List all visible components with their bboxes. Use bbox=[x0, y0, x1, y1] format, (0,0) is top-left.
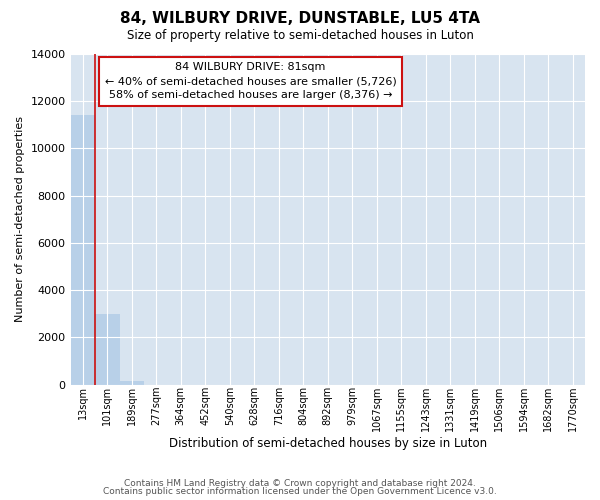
Text: Size of property relative to semi-detached houses in Luton: Size of property relative to semi-detach… bbox=[127, 29, 473, 42]
Text: 84 WILBURY DRIVE: 81sqm
← 40% of semi-detached houses are smaller (5,726)
58% of: 84 WILBURY DRIVE: 81sqm ← 40% of semi-de… bbox=[105, 62, 397, 100]
Bar bbox=[119, 382, 144, 384]
X-axis label: Distribution of semi-detached houses by size in Luton: Distribution of semi-detached houses by … bbox=[169, 437, 487, 450]
Text: Contains HM Land Registry data © Crown copyright and database right 2024.: Contains HM Land Registry data © Crown c… bbox=[124, 478, 476, 488]
Text: 84, WILBURY DRIVE, DUNSTABLE, LU5 4TA: 84, WILBURY DRIVE, DUNSTABLE, LU5 4TA bbox=[120, 11, 480, 26]
Y-axis label: Number of semi-detached properties: Number of semi-detached properties bbox=[15, 116, 25, 322]
Bar bbox=[71, 116, 95, 384]
Bar bbox=[95, 314, 119, 384]
Text: Contains public sector information licensed under the Open Government Licence v3: Contains public sector information licen… bbox=[103, 487, 497, 496]
